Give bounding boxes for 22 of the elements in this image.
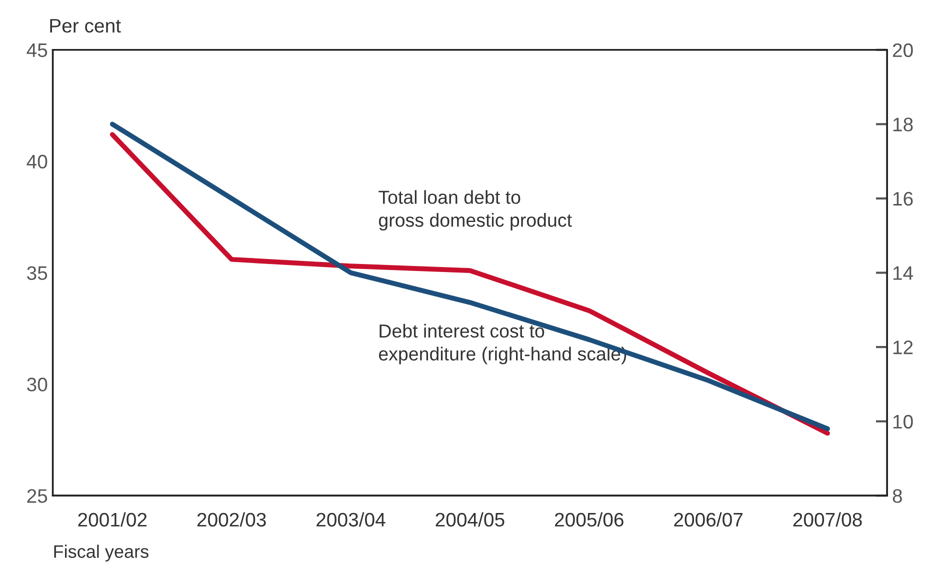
y2-tick-label: 20 — [892, 43, 913, 58]
annotation: Total loan debt to gross domestic product — [378, 190, 572, 231]
y2-tick-label: 18 — [893, 118, 913, 132]
y2-tick-label: 10 — [893, 414, 913, 429]
y-tick-label: 45 — [26, 44, 48, 58]
y-tick-label: 25 — [27, 489, 48, 503]
x-tick-label: 2002/03 — [197, 512, 266, 527]
x-tick-label: 2005/06 — [554, 512, 624, 527]
x-axis-title: Fiscal years — [54, 544, 148, 562]
y2-tick-label: 16 — [893, 192, 913, 206]
y2-tick-label: 8 — [892, 489, 902, 503]
x-tick-label: 2006/07 — [674, 512, 742, 527]
x-tick-label: 2007/08 — [793, 512, 862, 527]
x-tick-label: 2003/04 — [316, 512, 386, 527]
x-tick-label: 2001/02 — [78, 512, 147, 527]
y-tick-label: 30 — [27, 378, 48, 392]
y-tick-label: 35 — [27, 266, 48, 280]
y-axis-title: Per cent — [50, 19, 121, 33]
x-tick-label: 2004/05 — [436, 512, 504, 527]
y2-tick-label: 12 — [893, 340, 913, 354]
y2-tick-label: 14 — [893, 266, 914, 280]
y-tick-label: 40 — [26, 154, 48, 169]
